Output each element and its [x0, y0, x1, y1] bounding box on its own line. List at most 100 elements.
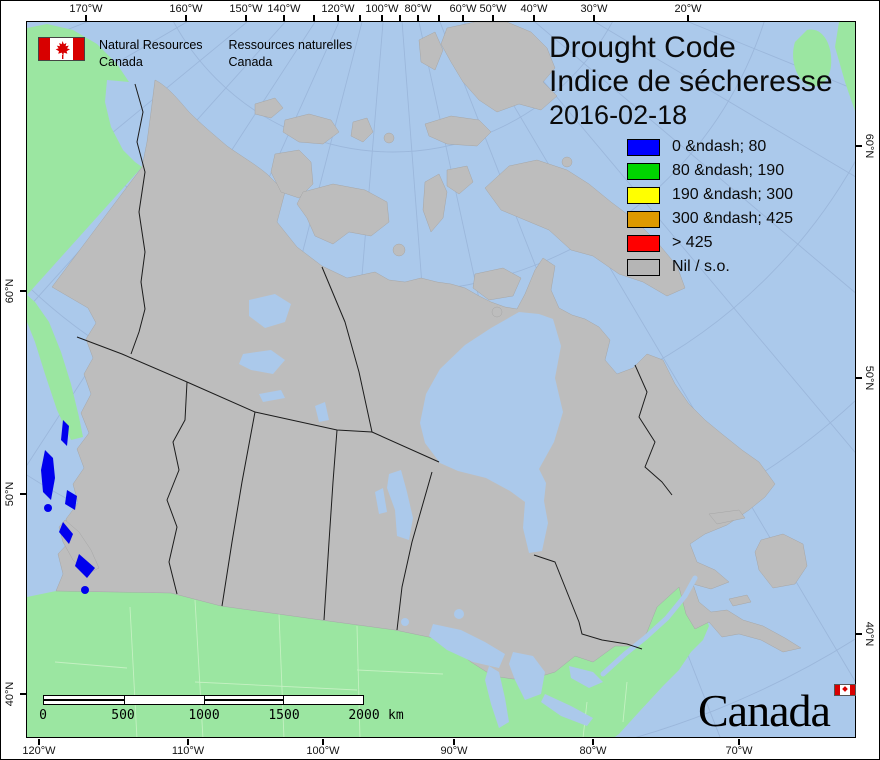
quebec-labrador-border — [634, 364, 673, 496]
axis-label-top: 40°W — [520, 3, 548, 15]
axis-label-top: 170°W — [69, 3, 103, 15]
axis-tick — [381, 15, 383, 21]
axis-label-top: 30°W — [580, 3, 608, 15]
axis-label-bottom: 110°W — [171, 745, 205, 757]
legend-swatch-yellow — [627, 186, 660, 204]
great-bear-lake — [249, 294, 291, 328]
axis-tick — [438, 15, 440, 21]
cornwallis-island — [383, 132, 395, 144]
legend-item: 190 &ndash; 300 — [627, 183, 793, 207]
bc-north-border — [76, 336, 188, 383]
axis-tick — [453, 739, 455, 745]
axis-label-bottom: 100°W — [306, 745, 340, 757]
legend-label: 190 &ndash; 300 — [672, 186, 793, 203]
axis-label-top: 120°W — [321, 3, 355, 15]
axis-tick — [322, 739, 324, 745]
map-date: 2016-02-18 — [549, 100, 688, 131]
axis-tick — [20, 290, 26, 292]
nwt-nunavut-border — [321, 266, 440, 463]
axis-tick — [533, 15, 535, 21]
axis-label-bottom: 90°W — [440, 745, 468, 757]
axis-tick — [399, 15, 401, 21]
boothia-peninsula — [422, 173, 448, 233]
lake-winnipegosis — [375, 488, 387, 514]
axis-label-right: 50°N — [863, 365, 875, 391]
nrcan-signature: Natural Resources Canada Ressources natu… — [38, 37, 364, 71]
axis-tick — [687, 15, 689, 21]
axis-tick — [20, 493, 26, 495]
legend-item: 0 &ndash; 80 — [627, 135, 793, 159]
legend: 0 &ndash; 80 80 &ndash; 190 190 &ndash; … — [627, 135, 793, 279]
axis-tick — [337, 15, 339, 21]
legend-label: 0 &ndash; 80 — [672, 138, 767, 155]
bathurst-island — [350, 117, 374, 143]
axis-tick — [85, 15, 87, 21]
sask-manitoba-border — [323, 429, 338, 621]
axis-label-left: 40°N — [4, 681, 16, 707]
lake-nipigon — [454, 609, 464, 619]
axis-tick — [245, 15, 247, 21]
canada-flag-icon — [38, 37, 85, 61]
axis-tick — [856, 377, 862, 379]
scale-bar: 0 500 1000 1500 2000 km — [39, 695, 404, 724]
map-frame — [26, 21, 856, 738]
alaska-panhandle — [27, 295, 83, 440]
bc-alberta-border — [166, 381, 188, 595]
drought-patch-haida-gwaii — [41, 450, 55, 500]
anticosti-island — [708, 509, 746, 525]
axis-label-left: 50°N — [4, 481, 16, 507]
prince-edward-island — [728, 594, 752, 607]
dept-name-english: Natural Resources Canada — [99, 38, 203, 69]
axis-label-top: 50°W — [479, 3, 507, 15]
sixtieth-parallel-border — [186, 381, 373, 433]
lake-ontario — [569, 666, 603, 688]
lake-erie — [541, 694, 593, 726]
canada-mainland — [51, 79, 802, 680]
alberta-sask-border — [221, 411, 256, 607]
newfoundland-island — [754, 533, 808, 589]
melville-island — [282, 113, 340, 145]
legend-item: > 425 — [627, 231, 793, 255]
ontario-quebec-border — [533, 554, 643, 650]
manitoba-ontario-border — [396, 471, 433, 631]
legend-label: 80 &ndash; 190 — [672, 162, 785, 179]
dept-name-french: Ressources naturelles Canada — [228, 38, 353, 69]
axis-tick — [20, 693, 26, 695]
map-title-block: Drought Code Indice de sécheresse 2016-0… — [549, 31, 833, 130]
axis-label-top: 150°W — [229, 3, 263, 15]
prince-patrick-island — [254, 97, 284, 119]
greenland-island — [793, 29, 832, 87]
ellesmere-island — [440, 22, 558, 113]
drought-patch-mid-coast — [65, 490, 77, 510]
drought-patch-north-coast — [61, 420, 69, 446]
drought-patch — [81, 586, 89, 594]
scale-bar-graphic — [43, 695, 364, 705]
map-canvas[interactable] — [27, 22, 856, 738]
lake-athabasca — [259, 390, 285, 402]
axis-tick — [38, 739, 40, 745]
victoria-island — [296, 183, 390, 245]
axis-label-top: 140°W — [267, 3, 301, 15]
scale-bar-numbers: 0 500 1000 1500 2000 km — [39, 708, 404, 723]
axis-label-bottom: 70°W — [725, 745, 753, 757]
great-slave-lake — [239, 350, 285, 374]
reindeer-lake — [315, 402, 329, 422]
legend-swatch-gray — [627, 258, 660, 276]
axis-tick — [856, 145, 862, 147]
axis-label-right: 60°N — [863, 133, 875, 159]
somerset-island — [446, 165, 474, 195]
axis-tick — [359, 15, 361, 21]
drought-patch — [44, 504, 52, 512]
axis-tick — [492, 15, 494, 21]
greenland-corner — [835, 22, 855, 112]
canada-wordmark-flag-icon — [834, 684, 856, 696]
legend-swatch-green — [627, 162, 660, 180]
map-title-en: Drought Code — [549, 31, 736, 64]
axel-heiberg-island — [418, 31, 444, 71]
legend-swatch-orange — [627, 210, 660, 228]
drought-patches-bc-coast — [41, 420, 95, 594]
maple-leaf-icon — [55, 41, 70, 57]
canada-wordmark-text: Canada — [698, 685, 831, 736]
axis-tick — [283, 15, 285, 21]
